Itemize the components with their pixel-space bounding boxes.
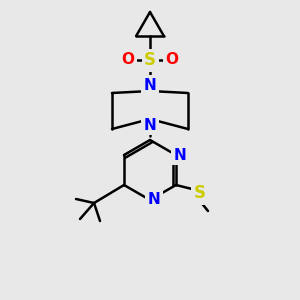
Text: S: S [194,184,206,202]
Text: N: N [144,77,156,92]
Text: O: O [122,52,134,68]
Text: N: N [174,148,186,163]
Text: O: O [166,52,178,68]
Text: S: S [144,51,156,69]
Text: N: N [144,118,156,133]
Text: N: N [148,193,160,208]
